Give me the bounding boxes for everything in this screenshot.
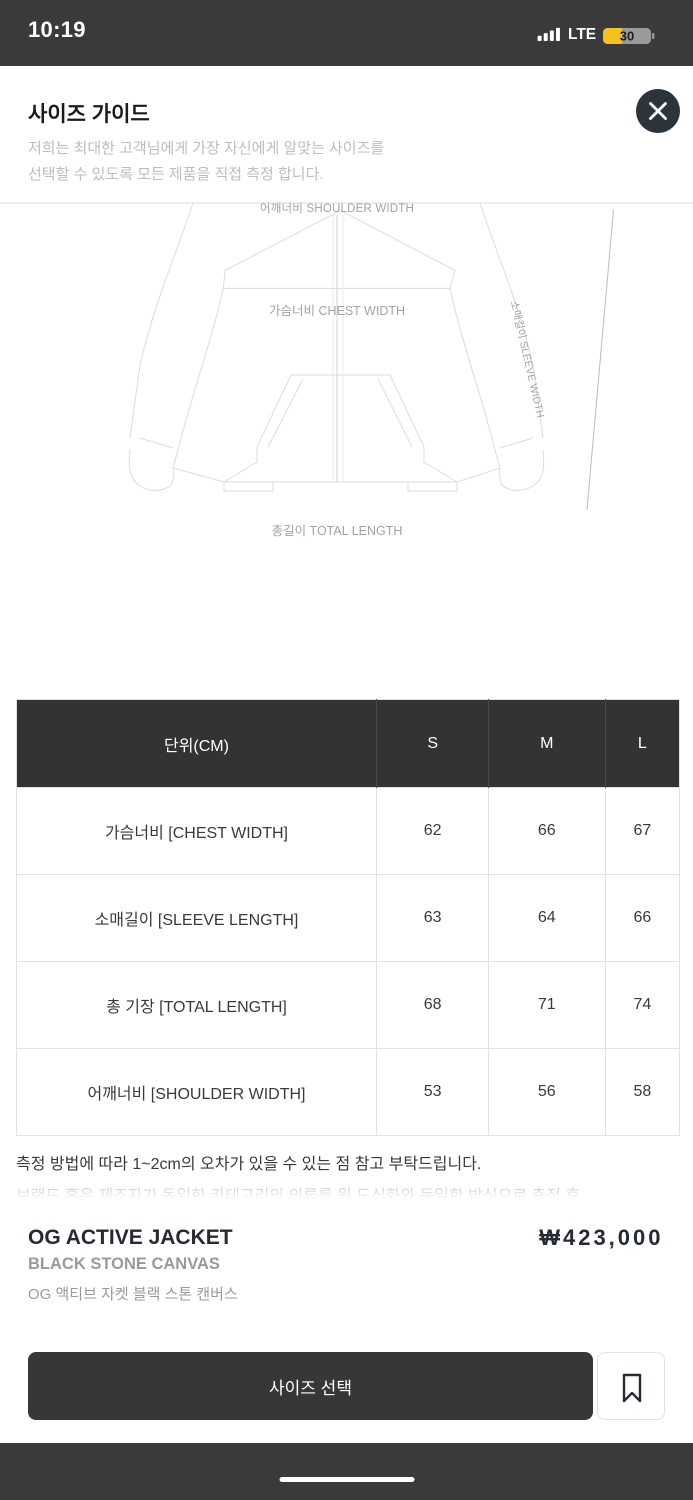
svg-text:소매길이 SLEEVE WIDTH: 소매길이 SLEEVE WIDTH xyxy=(508,299,548,419)
svg-text:어깨너비 SHOULDER WIDTH: 어깨너비 SHOULDER WIDTH xyxy=(260,202,414,215)
svg-text:총길이 TOTAL LENGTH: 총길이 TOTAL LENGTH xyxy=(272,524,403,538)
svg-text:가슴너비 CHEST WIDTH: 가슴너비 CHEST WIDTH xyxy=(269,304,405,318)
